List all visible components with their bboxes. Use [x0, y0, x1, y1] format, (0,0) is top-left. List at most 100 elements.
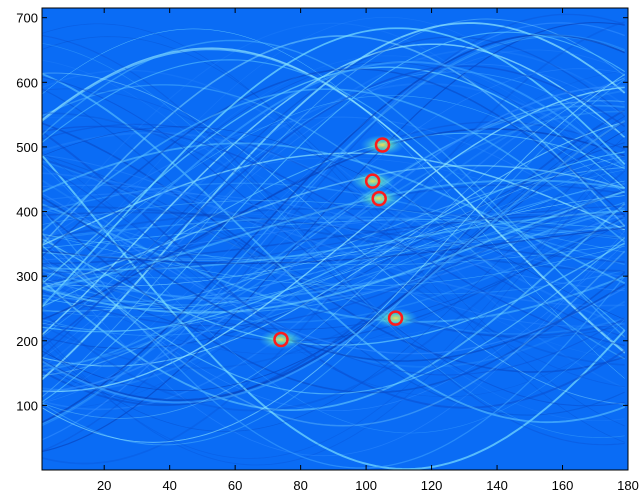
peak-marker: [374, 137, 391, 153]
sinusoid-curve: [42, 23, 625, 443]
sinusoid-curve: [42, 49, 625, 405]
sinusoid-curve: [42, 119, 626, 404]
sinusoid-curve: [42, 116, 625, 360]
plot-background: [42, 8, 628, 470]
sinusoid-curve: [42, 203, 626, 412]
x-tick-label: 120: [421, 478, 443, 493]
sinusoid-curve: [42, 167, 625, 312]
peak-glow: [357, 188, 402, 209]
sinusoid-curve: [42, 49, 626, 369]
x-tick-label: 140: [486, 478, 508, 493]
sinusoid-curve: [42, 204, 625, 355]
sinusoid-curve: [42, 70, 625, 409]
sinusoid-curve: [42, 218, 625, 240]
sinusoid-curve: [42, 209, 625, 279]
sinusoid-curve: [42, 18, 625, 398]
sinusoid-curve: [42, 35, 626, 246]
sinusoid-curve: [42, 136, 625, 432]
sinusoid-curve: [42, 169, 625, 318]
sinusoid-curve: [42, 152, 626, 466]
sinusoid-curve: [42, 154, 625, 327]
sinusoid-curve: [42, 121, 625, 367]
sinusoid-curve: [42, 182, 625, 266]
sinusoid-curve: [42, 222, 625, 330]
sinusoid-curve: [42, 230, 626, 457]
x-tick-label: 60: [228, 478, 242, 493]
sinusoid-curve: [42, 68, 626, 257]
sinusoid-curve: [42, 88, 625, 416]
sinusoid-curve: [42, 116, 626, 243]
sinusoid-curve: [42, 155, 626, 369]
sinusoid-curve: [42, 36, 625, 425]
sinusoid-curve: [42, 88, 625, 388]
sinusoid-curve: [42, 68, 625, 404]
sinusoid-curve: [42, 22, 625, 441]
sinusoid-curve: [42, 170, 626, 412]
sinusoid-curve: [42, 47, 626, 354]
sinusoid-curve: [42, 164, 625, 289]
sinusoid-curve: [42, 88, 626, 243]
axes-box: [41, 7, 629, 471]
sinusoid-curve: [42, 205, 625, 273]
sinusoid-curve: [42, 89, 625, 392]
sinusoid-curve: [42, 31, 625, 403]
peak-marker: [364, 173, 381, 189]
sinusoid-curve: [42, 59, 626, 331]
sinusoid-curve: [42, 152, 625, 397]
x-tick-label: 80: [293, 478, 307, 493]
sinusoid-curve: [42, 95, 625, 281]
x-tick-label: 100: [355, 478, 377, 493]
sinusoid-curve: [42, 61, 626, 306]
sinusoid-curve: [42, 237, 626, 395]
sinusoid-curve: [42, 190, 625, 314]
sinusoid-curve: [42, 28, 625, 379]
sinusoid-curve: [42, 147, 625, 459]
sinusoid-curve: [42, 208, 625, 295]
peak-marker: [387, 310, 404, 326]
sinusoid-curve: [42, 128, 625, 321]
x-tick-label: 180: [617, 478, 639, 493]
sinusoid-curve: [42, 213, 625, 261]
sinusoid-curve: [42, 172, 625, 307]
sinusoid-curve: [42, 215, 626, 342]
sinusoid-curve: [42, 61, 625, 286]
sinusoid-curve: [42, 142, 626, 285]
sinusoid-curve: [42, 122, 625, 373]
sinusoid-curve: [42, 126, 625, 320]
sinusoid-curve: [42, 72, 625, 405]
sinusoid-curve: [42, 179, 626, 368]
x-tick-label: 40: [162, 478, 176, 493]
sinusoid-curve: [42, 152, 626, 246]
peak-glow: [360, 134, 405, 155]
sinusoid-curve: [42, 207, 625, 240]
sinusoid-curve: [42, 55, 625, 289]
peak-markers: [258, 134, 418, 350]
sinusoid-curve: [42, 33, 626, 424]
sinusoid-curve: [42, 188, 625, 327]
sinusoid-curve: [42, 22, 625, 453]
y-tick-label: 400: [16, 205, 38, 220]
sinusoid-curve: [42, 43, 626, 336]
sinusoid-curve: [42, 131, 626, 327]
y-tick-label: 300: [16, 269, 38, 284]
sinusoid-curve: [42, 205, 625, 273]
axes: 20 40 60 80 100 120 140 160 180 100 200 300 400 500 60…: [16, 7, 639, 493]
sinusoid-curve: [42, 200, 625, 253]
sinusoid-curve: [42, 211, 625, 264]
peak-glow: [350, 171, 395, 192]
sinusoid-curve: [42, 192, 625, 278]
sinusoid-curve: [42, 191, 625, 306]
sinusoid-curve: [42, 72, 626, 424]
sinusoid-curve: [42, 214, 625, 304]
sinusoid-curve: [42, 151, 625, 333]
y-tick-label: 500: [16, 140, 38, 155]
sinusoid-curve: [42, 121, 625, 328]
sinusoid-curve: [42, 159, 625, 336]
peak-glow: [373, 308, 418, 329]
peak-glow: [258, 329, 303, 350]
sinusoid-curve: [42, 65, 626, 348]
sinusoid-curve: [42, 211, 625, 260]
sinusoid-curve: [42, 196, 626, 362]
sinusoid-curve: [42, 236, 625, 342]
sinusoid-curve: [42, 203, 626, 323]
